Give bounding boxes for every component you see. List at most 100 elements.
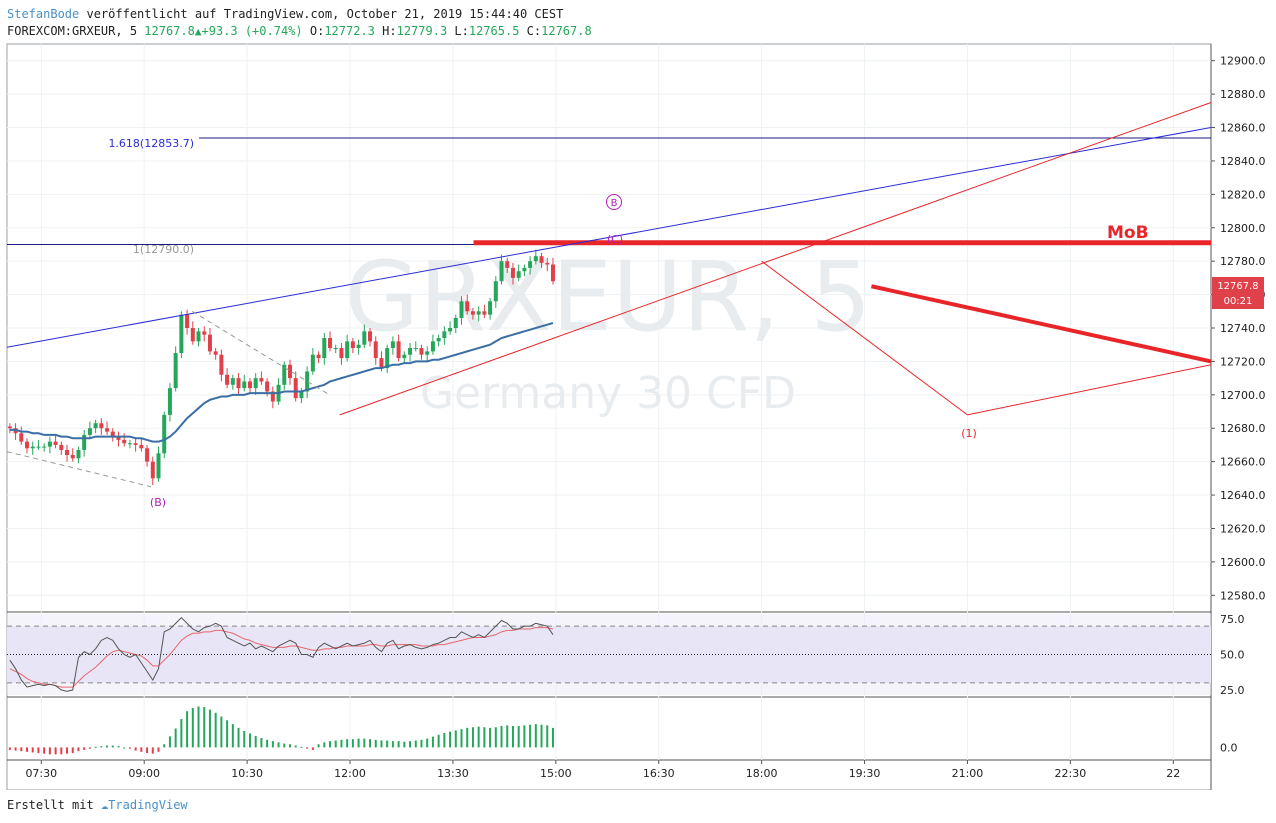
candle-body (99, 423, 104, 429)
x-tick-label: 18:00 (746, 767, 778, 780)
y-tick-label: 12620.0 (1220, 522, 1266, 535)
up-arrow-icon: ▲ (194, 25, 202, 38)
y-tick-label: 12640.0 (1220, 489, 1266, 502)
rsi-tick-label: 75.0 (1220, 613, 1245, 626)
histogram-bar (208, 709, 211, 748)
candle-body (476, 311, 481, 315)
histogram-bar (26, 747, 29, 752)
close-label: C: (526, 24, 542, 38)
drawings-layer[interactable] (6, 101, 1212, 488)
histogram-bar (449, 731, 452, 748)
tradingview-logo-icon[interactable]: ☁ (100, 798, 109, 812)
histogram-bar (466, 727, 469, 748)
price-change: +93.3 (+0.74%) (201, 24, 303, 38)
candle-body (207, 334, 212, 352)
candle-body (528, 261, 533, 268)
histogram-bar (203, 707, 206, 748)
trendline-3 (967, 364, 1212, 416)
last-price: 12767.8 (144, 24, 195, 38)
candle-body (190, 328, 195, 342)
candle-body (316, 354, 321, 359)
candle-body (299, 391, 304, 399)
histogram-bar (460, 729, 463, 748)
candle-body (230, 378, 235, 385)
histogram-bar (168, 736, 171, 748)
candle-body (247, 381, 252, 389)
histogram-bar (391, 741, 394, 748)
symbol-legend: FOREXCOM:GRXEUR, 5 12767.8▲+93.3 (+0.74%… (7, 24, 592, 38)
histogram-bar (226, 720, 229, 748)
histogram-bar (414, 740, 417, 748)
tradingview-brand[interactable]: TradingView (108, 798, 188, 812)
wave-label-c: (C) (607, 233, 623, 246)
histogram-bar (266, 739, 269, 748)
rsi-line (9, 616, 554, 692)
histogram-bar (483, 727, 486, 748)
histogram-bar (48, 747, 51, 755)
open-label: O: (309, 24, 325, 38)
histogram-bar (197, 706, 200, 748)
y-tick-label: 12820.0 (1220, 188, 1266, 201)
histogram-bar (140, 747, 143, 752)
candle-body (110, 431, 115, 437)
histogram-bar (397, 741, 400, 748)
candle-body (179, 314, 184, 354)
histogram-bar (20, 747, 23, 752)
histogram-bar (117, 746, 120, 748)
histogram-bar (471, 727, 474, 748)
histogram-bar (300, 746, 303, 748)
histogram-bar (180, 719, 183, 748)
y-tick-label: 12800.0 (1220, 222, 1266, 235)
candle-body (373, 341, 378, 359)
histogram-bar (511, 725, 514, 748)
y-tick-label: 12580.0 (1220, 589, 1266, 602)
histogram-bar (311, 747, 314, 750)
candle-body (162, 414, 167, 454)
candle-body (333, 348, 338, 350)
low-label: L: (454, 24, 469, 38)
mob-label: MoB (1107, 223, 1149, 243)
histogram-bar (100, 746, 103, 748)
histogram-bar (340, 739, 343, 748)
x-tick-label: 19:30 (849, 767, 881, 780)
watermark-name: Germany 30 CFD (420, 368, 796, 419)
made-with-label: Erstellt mit (7, 798, 94, 812)
candle-body (465, 301, 470, 312)
trendline-1 (339, 101, 1212, 416)
histogram-bar (489, 727, 492, 748)
candle-body (105, 428, 110, 432)
hist-tick-label: 0.0 (1220, 741, 1238, 754)
high-label: H: (382, 24, 397, 38)
histogram-bar (551, 727, 554, 748)
chart-canvas[interactable]: GRXEUR, 5 Germany 30 CFD 1.618(12853.7) … (0, 0, 1276, 790)
last-price-tag: 12767.8 00:21 (1212, 277, 1264, 309)
histogram-bar (43, 747, 46, 754)
candle-body (133, 443, 138, 445)
author-name[interactable]: StefanBode (7, 7, 80, 21)
candle-body (236, 378, 241, 389)
histogram-bar (243, 731, 246, 748)
histogram-bar (220, 716, 223, 748)
x-tick-label: 09:00 (128, 767, 160, 780)
candle-body (25, 441, 30, 449)
histogram-bar (14, 747, 17, 751)
symbol-name[interactable]: FOREXCOM:GRXEUR, 5 (7, 24, 138, 38)
x-tick-label: 10:30 (231, 767, 263, 780)
candle-body (425, 351, 430, 355)
candle-body (356, 344, 361, 349)
candle-body (127, 443, 132, 445)
candle-body (436, 338, 441, 342)
y-tick-label: 12880.0 (1220, 88, 1266, 101)
candle-body (459, 301, 464, 318)
candle-body (7, 426, 12, 429)
candle-body (47, 441, 52, 447)
histogram-bar (363, 738, 366, 748)
wave-circle-b (606, 194, 622, 210)
candle-body (368, 331, 373, 342)
trendline-0 (6, 127, 1212, 348)
candle-body (93, 423, 98, 429)
histogram-bar (529, 724, 532, 748)
x-tick-label: 07:30 (25, 767, 57, 780)
close-value: 12767.8 (541, 24, 592, 38)
trendline-5 (6, 451, 152, 488)
